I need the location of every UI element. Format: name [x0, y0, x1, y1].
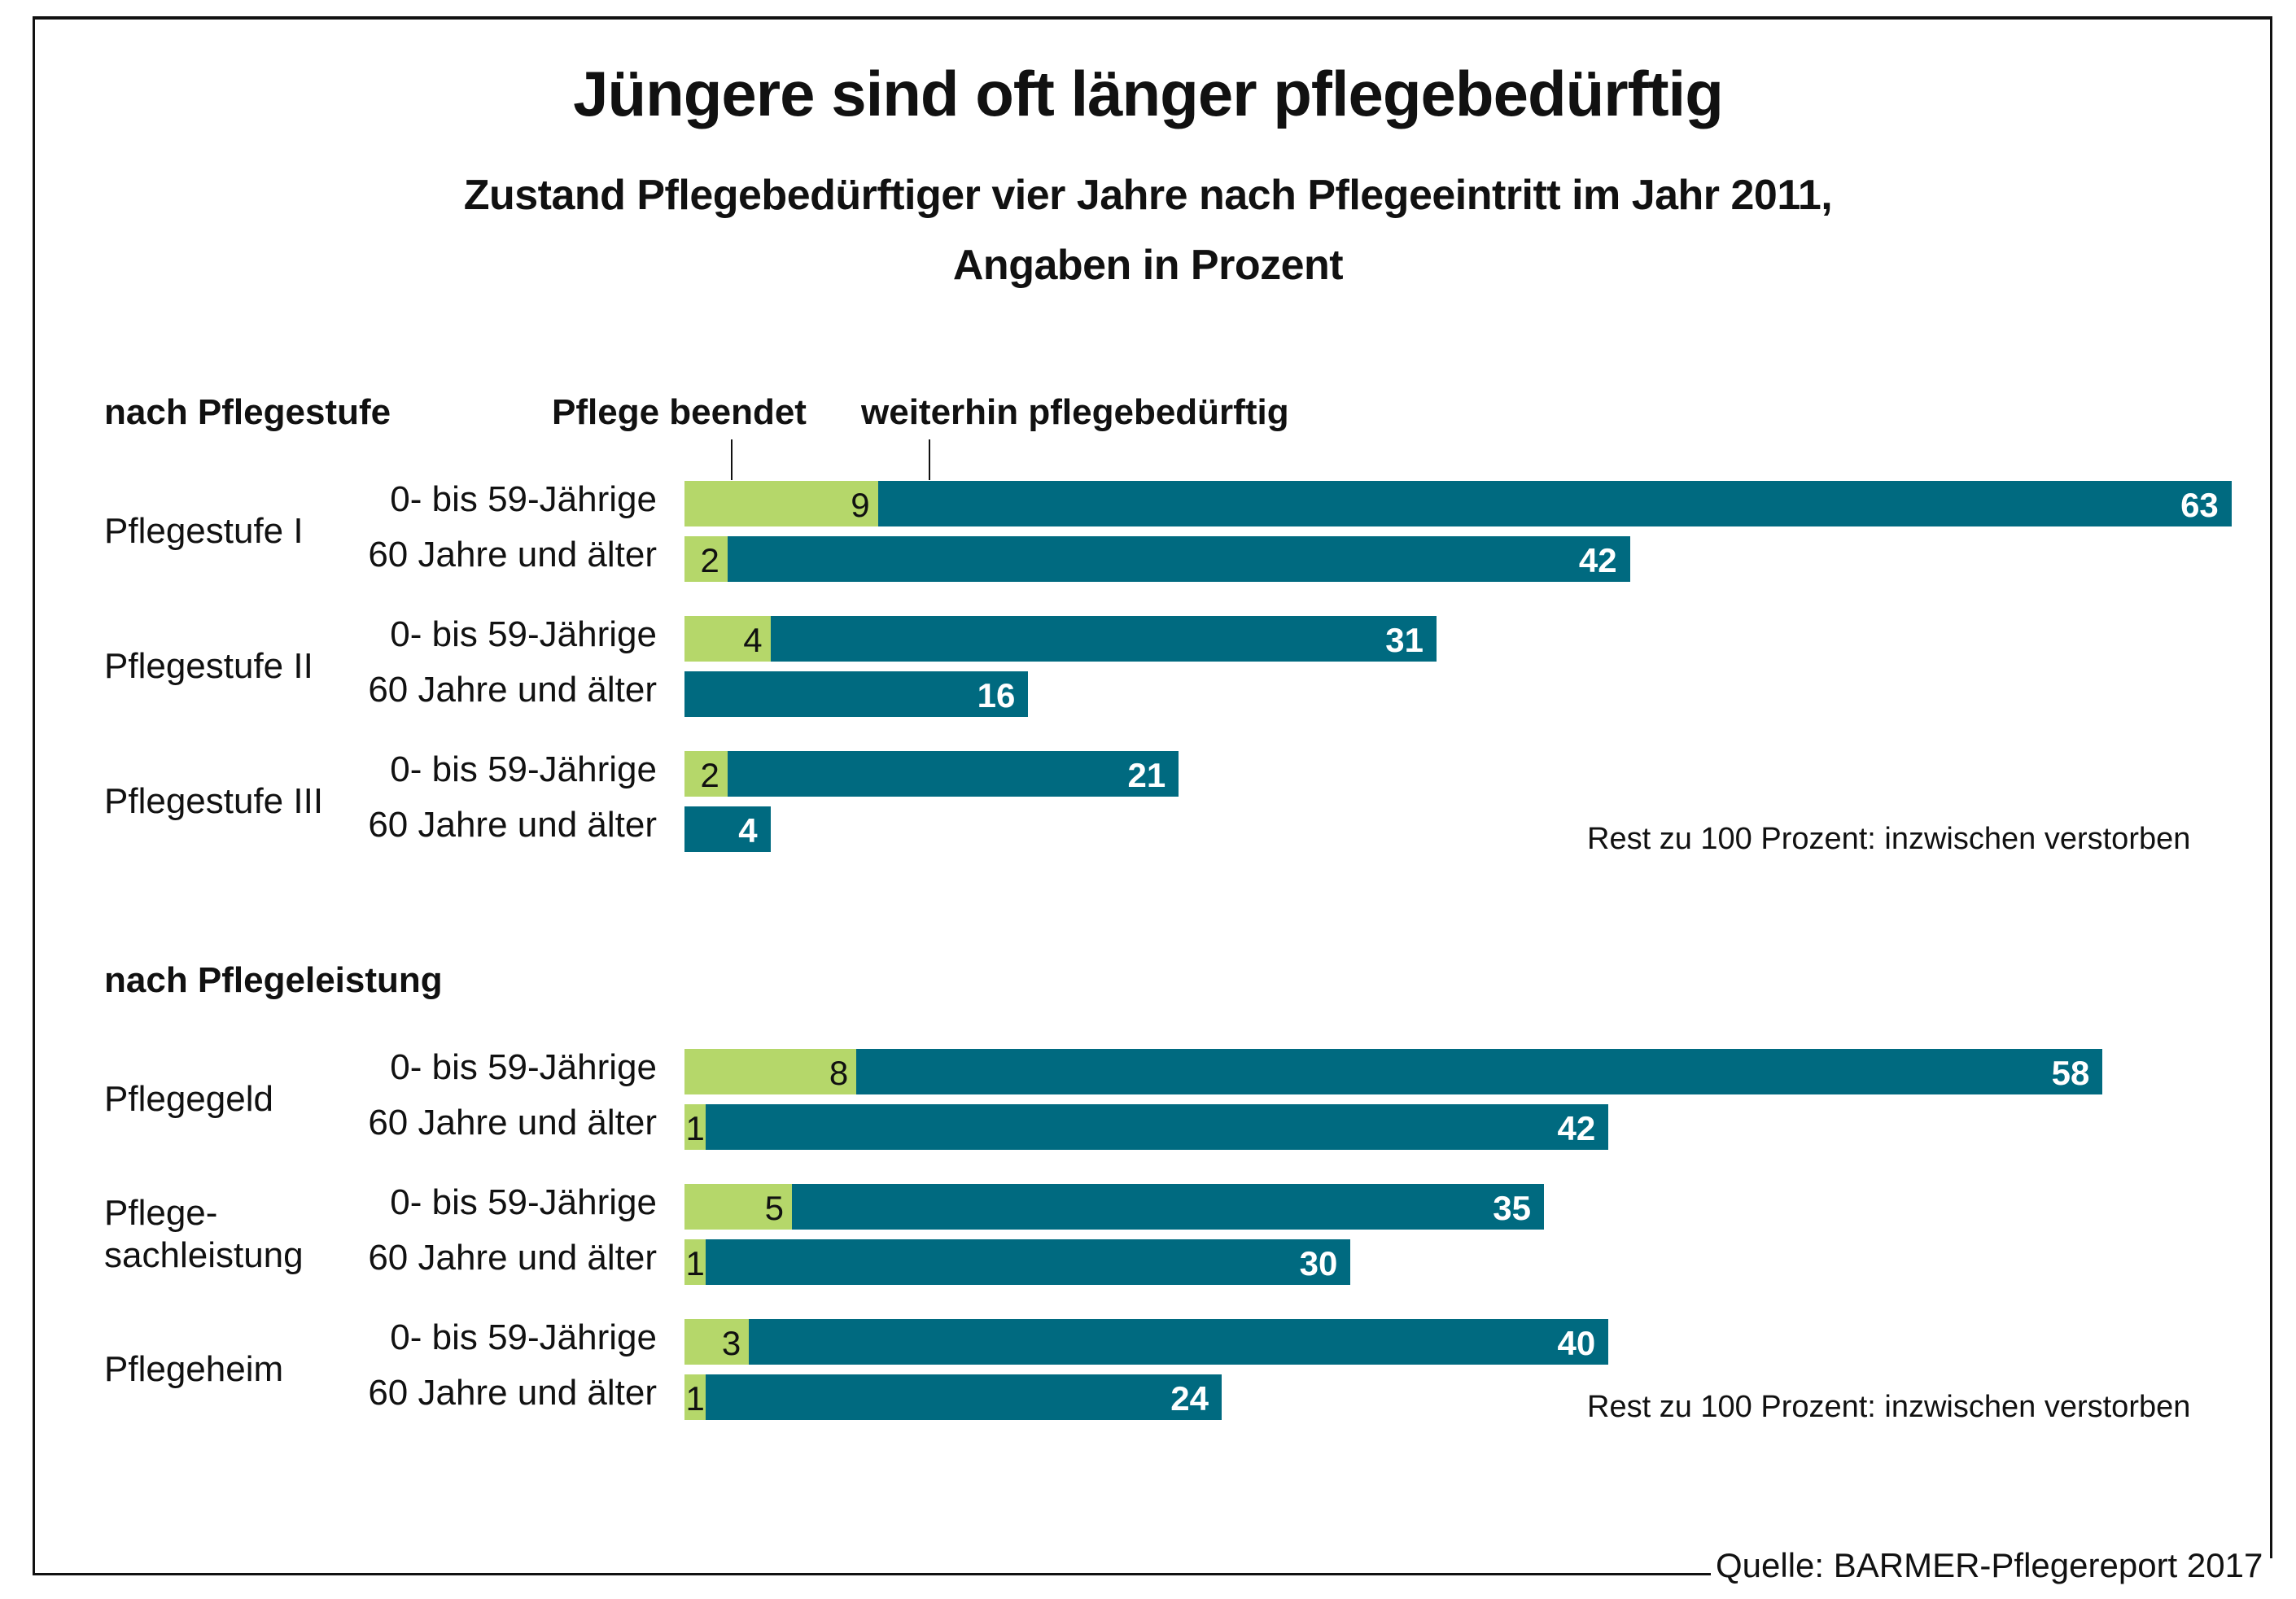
bar-segment-pflege-beendet	[684, 1049, 857, 1094]
group-label-line: Pflegeheim	[104, 1349, 284, 1389]
frame-left-border	[33, 16, 35, 1575]
stacked-bar: 1 30	[684, 1239, 1351, 1285]
data-label-weiterhin: 40	[1557, 1324, 1596, 1362]
data-label-pflege-beendet: 8	[829, 1054, 849, 1092]
group-label-line: sachleistung	[104, 1235, 304, 1275]
row-label: 60 Jahre und älter	[368, 670, 657, 710]
data-label-pflege-beendet: 5	[764, 1189, 784, 1227]
legend-tick-teal	[929, 439, 930, 480]
row-label: 0- bis 59-Jährige	[390, 749, 657, 789]
bar-segment-weiterhin	[749, 1319, 1609, 1365]
data-label-pflege-beendet: 2	[700, 756, 719, 794]
stacked-bar: 8 58	[684, 1049, 2103, 1094]
group-label-line: Pflegegeld	[104, 1079, 273, 1119]
stacked-bar: 1 42	[684, 1104, 1609, 1150]
frame-bottom-border	[33, 1573, 1711, 1575]
group-label: Pflegeheim	[104, 1348, 283, 1391]
group-label: Pflegestufe III	[104, 780, 323, 823]
row-label: 0- bis 59-Jährige	[390, 614, 657, 654]
footnote-verstorben-1: Rest zu 100 Prozent: inzwischen verstorb…	[1587, 822, 2191, 856]
bar-segment-weiterhin	[770, 616, 1437, 662]
section-heading-pflegeleistung: nach Pflegeleistung	[104, 960, 443, 1000]
bar-segment-weiterhin	[706, 1374, 1222, 1420]
group-label: Pflegestufe II	[104, 645, 313, 688]
stacked-bar: 3 40	[684, 1319, 1609, 1365]
stacked-bar: 9 63	[684, 481, 2232, 526]
bar-segment-weiterhin	[706, 1239, 1351, 1285]
data-label-pflege-beendet: 1	[685, 1244, 705, 1282]
frame-top-border	[33, 16, 2272, 20]
row-label: 60 Jahre und älter	[368, 805, 657, 845]
bar-segment-weiterhin	[856, 1049, 2103, 1094]
bar-segment-pflege-beendet	[684, 536, 728, 582]
group-label-line: Pflegestufe I	[104, 511, 304, 551]
bar-segment-pflege-beendet	[684, 616, 771, 662]
stacked-bar: 1 24	[684, 1374, 1222, 1420]
row-label: 60 Jahre und älter	[368, 1238, 657, 1278]
row-label: 60 Jahre und älter	[368, 535, 657, 575]
row-label: 60 Jahre und älter	[368, 1373, 657, 1413]
bar-segment-weiterhin	[706, 1104, 1609, 1150]
row-label: 0- bis 59-Jährige	[390, 1047, 657, 1087]
chart-subtitle-line2: Angaben in Prozent	[952, 242, 1344, 289]
bar-segment-weiterhin	[792, 1184, 1544, 1230]
row-label: 0- bis 59-Jährige	[390, 1317, 657, 1357]
footnote-verstorben-2: Rest zu 100 Prozent: inzwischen verstorb…	[1587, 1390, 2191, 1424]
data-label-pflege-beendet: 9	[851, 486, 870, 524]
frame-right-border	[2270, 16, 2272, 1558]
chart-title: Jüngere sind oft länger pflegebedürftig	[573, 58, 1724, 129]
group-label: Pflegestufe I	[104, 510, 304, 553]
bar-segment-weiterhin	[877, 481, 2232, 526]
stacked-bar: 2 21	[684, 751, 1179, 797]
bar-segment-weiterhin	[684, 806, 771, 852]
row-label: 0- bis 59-Jährige	[390, 479, 657, 519]
data-label-weiterhin: 24	[1170, 1379, 1209, 1418]
legend-tick-green	[731, 439, 733, 480]
legend-label-pflege-beendet: Pflege beendet	[552, 392, 807, 432]
data-label-weiterhin: 4	[738, 811, 758, 850]
bar-segment-pflege-beendet	[684, 1374, 706, 1420]
row-label: 0- bis 59-Jährige	[390, 1182, 657, 1222]
data-label-weiterhin: 16	[977, 676, 1016, 714]
group-label-line: Pflegestufe II	[104, 646, 313, 686]
source-credit: Quelle: BARMER-Pflegereport 2017	[1716, 1546, 2263, 1584]
data-label-weiterhin: 42	[1557, 1109, 1596, 1147]
group-label: Pflegegeld	[104, 1078, 273, 1121]
group-label-line: Pflegestufe III	[104, 781, 324, 821]
legend-label-weiterhin: weiterhin pflegebedürftig	[861, 392, 1289, 432]
bar-segment-weiterhin	[727, 751, 1179, 797]
bar-segment-weiterhin	[684, 671, 1029, 717]
bar-segment-pflege-beendet	[684, 1319, 750, 1365]
data-label-pflege-beendet: 4	[743, 621, 763, 659]
bar-segment-pflege-beendet	[684, 1239, 706, 1285]
stacked-bar: 2 42	[684, 536, 1630, 582]
row-label: 60 Jahre und älter	[368, 1103, 657, 1142]
data-label-weiterhin: 31	[1385, 621, 1424, 659]
chart-subtitle-line1: Zustand Pflegebedürftiger vier Jahre nac…	[463, 172, 1833, 219]
data-label-weiterhin: 21	[1127, 756, 1166, 794]
stacked-bar: 5 35	[684, 1184, 1544, 1230]
data-label-pflege-beendet: 2	[700, 541, 719, 579]
bar-segment-pflege-beendet	[684, 751, 728, 797]
bar-segment-pflege-beendet	[684, 1184, 792, 1230]
data-label-weiterhin: 30	[1299, 1244, 1338, 1282]
data-label-pflege-beendet: 1	[685, 1109, 705, 1147]
bar-segment-pflege-beendet	[684, 1104, 706, 1150]
bar-segment-weiterhin	[727, 536, 1630, 582]
group-label-line: Pflege-	[104, 1193, 218, 1233]
stacked-bar: 16	[684, 671, 1029, 717]
data-label-weiterhin: 63	[2180, 486, 2219, 524]
bar-segment-pflege-beendet	[684, 481, 878, 526]
data-label-weiterhin: 58	[2051, 1054, 2090, 1092]
stacked-bar: 4 31	[684, 616, 1437, 662]
data-label-pflege-beendet: 3	[721, 1324, 741, 1362]
data-label-weiterhin: 35	[1493, 1189, 1531, 1227]
section-heading-pflegestufe: nach Pflegestufe	[104, 392, 391, 432]
data-label-pflege-beendet: 1	[685, 1379, 705, 1418]
group-label: Pflege-sachleistung	[104, 1192, 304, 1277]
stacked-bar: 4	[684, 806, 771, 852]
data-label-weiterhin: 42	[1578, 541, 1617, 579]
